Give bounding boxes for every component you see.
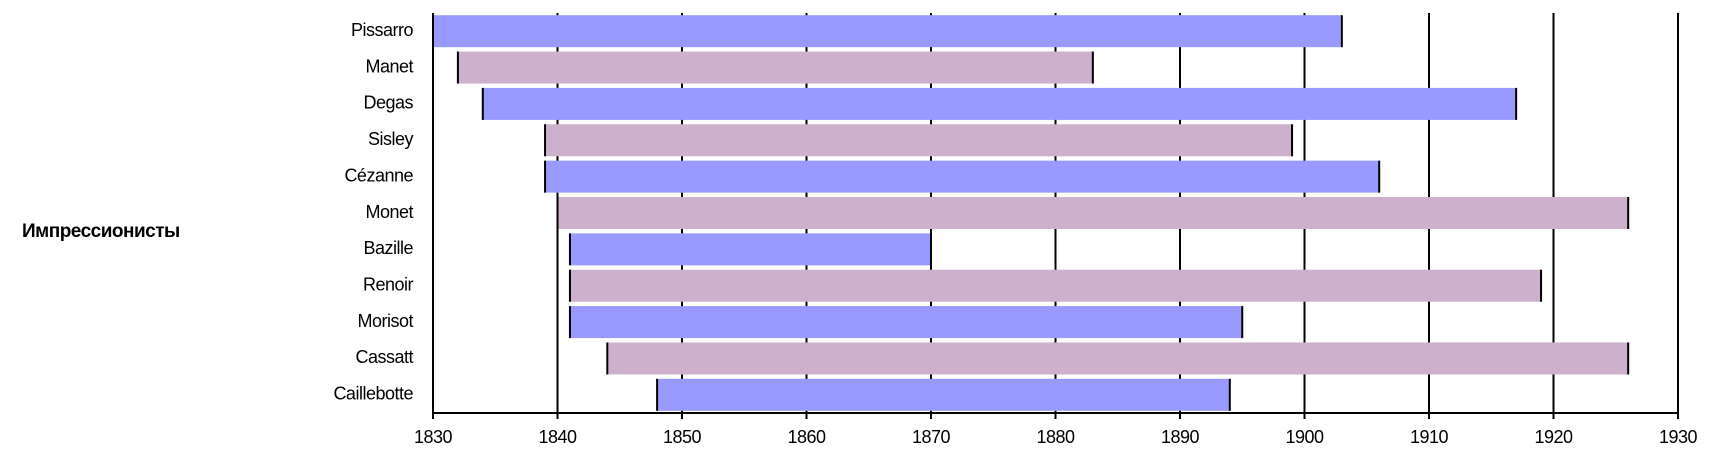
- y-tick-label: Degas: [363, 93, 413, 113]
- bar: [607, 342, 1629, 375]
- bar: [569, 306, 1243, 339]
- x-tick-label: 1930: [1659, 427, 1698, 447]
- x-tick-label: 1910: [1410, 427, 1449, 447]
- bar: [545, 160, 1380, 193]
- bar: [657, 378, 1230, 411]
- x-tick-label: 1900: [1285, 427, 1324, 447]
- y-tick-label: Caillebotte: [333, 384, 413, 404]
- x-tick-label: 1870: [912, 427, 951, 447]
- x-tick-label: 1920: [1534, 427, 1573, 447]
- bar: [433, 15, 1342, 48]
- y-tick-label: Sisley: [368, 129, 414, 149]
- x-tick-label: 1850: [663, 427, 702, 447]
- x-tick-label: 1830: [414, 427, 453, 447]
- bar: [545, 124, 1293, 157]
- group-label: Импрессионисты: [22, 221, 180, 242]
- x-tick-label: 1880: [1036, 427, 1075, 447]
- x-tick-label: 1860: [787, 427, 826, 447]
- y-tick-label: Bazille: [363, 238, 413, 258]
- bar: [457, 51, 1093, 84]
- y-tick-label: Cassatt: [355, 347, 413, 367]
- bar: [569, 269, 1542, 302]
- bar: [557, 197, 1629, 229]
- y-tick-label: Manet: [365, 56, 413, 76]
- x-tick-label: 1840: [538, 427, 577, 447]
- y-tick-label: Renoir: [363, 274, 414, 294]
- bar: [569, 233, 931, 266]
- y-tick-label: Monet: [365, 202, 413, 222]
- bar: [482, 87, 1517, 120]
- x-tick-label: 1890: [1161, 427, 1200, 447]
- y-tick-label: Morisot: [357, 311, 413, 331]
- y-tick-label: Cézanne: [344, 165, 413, 185]
- y-tick-label: Pissarro: [351, 20, 414, 40]
